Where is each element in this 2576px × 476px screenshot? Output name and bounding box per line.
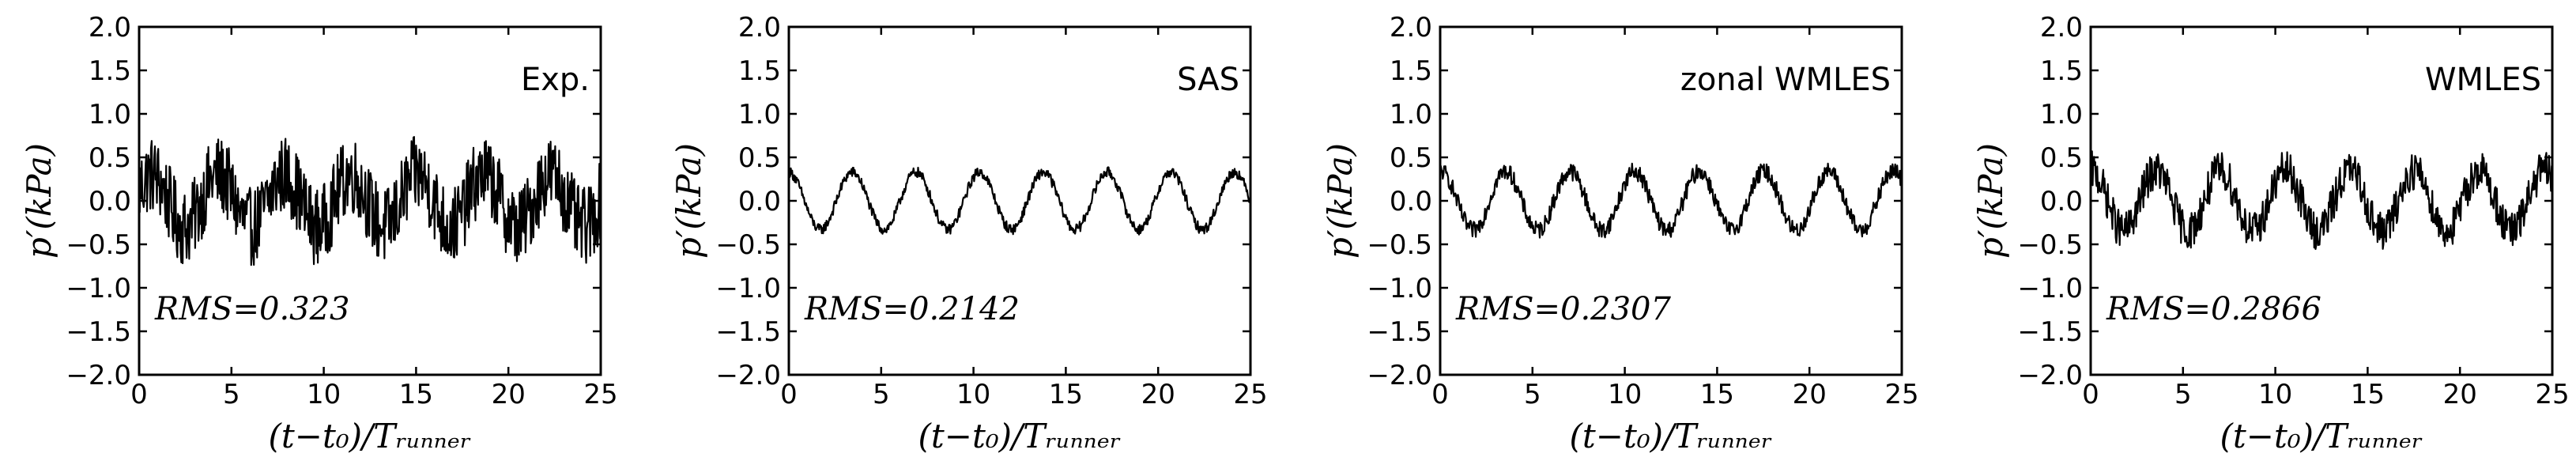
panel-label: zonal WMLES	[1680, 62, 1891, 98]
y-tick-label: −0.5	[715, 229, 781, 261]
x-tick-label: 5	[873, 379, 890, 410]
panel-2: 2.0 1.5 1.0 0.5 0.0 −0.5 −1.0 −1.5 −2.00 5 10 15 20 2…	[1321, 12, 1919, 455]
y-tick-label: 1.5	[738, 55, 781, 87]
y-tick-label: 0.5	[1390, 142, 1432, 174]
y-tick-label: 2.0	[1390, 12, 1432, 43]
y-tick-label: −1.5	[1367, 316, 1432, 348]
rms-label: RMS=0.2307	[1455, 291, 1672, 327]
y-tick-label: 1.0	[2040, 99, 2083, 130]
rms-label: RMS=0.2142	[804, 291, 1020, 327]
x-axis-label: (t−t₀)/Tᵣᵤₙₙₑᵣ	[1570, 417, 1773, 455]
panel-label: Exp.	[521, 62, 590, 98]
x-tick-label: 5	[2174, 379, 2192, 410]
x-tick-label: 5	[223, 379, 240, 410]
y-tick-label: 2.0	[738, 12, 781, 43]
x-tick-label: 25	[2535, 379, 2569, 410]
panel-label: SAS	[1177, 62, 1239, 98]
panel-3: 2.0 1.5 1.0 0.5 0.0 −0.5 −1.0 −1.5 −2.00 5 10 15 20 2…	[1971, 12, 2570, 455]
panel-1: 2.0 1.5 1.0 0.5 0.0 −0.5 −1.0 −1.5 −2.00 5 10 15 20 2…	[669, 12, 1268, 455]
x-tick-label: 5	[1524, 379, 1541, 410]
x-tick-label: 20	[1141, 379, 1175, 410]
y-tick-label: 1.0	[89, 99, 131, 130]
y-tick-label: −1.5	[66, 316, 131, 348]
y-tick-label: 1.0	[1390, 99, 1432, 130]
x-tick-label: 10	[956, 379, 990, 410]
x-tick-label: 15	[399, 379, 433, 410]
y-tick-label: 2.0	[89, 12, 131, 43]
y-tick-label: −1.5	[715, 316, 781, 348]
x-tick-label: 25	[583, 379, 617, 410]
x-tick-label: 25	[1884, 379, 1918, 410]
x-tick-label: 15	[2351, 379, 2385, 410]
y-tick-label: −1.5	[2017, 316, 2083, 348]
panel-label: WMLES	[2425, 62, 2541, 98]
y-tick-label: −2.0	[66, 360, 131, 391]
series-line-0	[138, 136, 602, 266]
x-axis-label: (t−t₀)/Tᵣᵤₙₙₑᵣ	[2220, 417, 2423, 455]
y-tick-label: −1.0	[1367, 273, 1432, 304]
x-tick-label: 20	[492, 379, 526, 410]
y-axis-label: p′(kPa)	[20, 143, 58, 259]
y-tick-label: −1.0	[66, 273, 131, 304]
x-tick-label: 0	[130, 379, 148, 410]
x-tick-label: 15	[1700, 379, 1734, 410]
y-tick-label: 0.0	[1390, 186, 1432, 217]
y-tick-label: −1.0	[2017, 273, 2083, 304]
y-tick-label: 0.5	[89, 142, 131, 174]
x-tick-label: 20	[1793, 379, 1827, 410]
y-tick-label: 1.0	[738, 99, 781, 130]
y-tick-label: 1.5	[1390, 55, 1432, 87]
panel-0: 2.0 1.5 1.0 0.5 0.0 −0.5 −1.0 −1.5 −2.00 5 10 15 20 2…	[20, 12, 618, 455]
y-tick-label: 1.5	[2040, 55, 2083, 87]
y-tick-label: −2.0	[2017, 360, 2083, 391]
y-tick-label: 0.0	[2040, 186, 2083, 217]
x-tick-label: 0	[1431, 379, 1449, 410]
x-tick-label: 0	[780, 379, 798, 410]
y-tick-label: −1.0	[715, 273, 781, 304]
series-line-3	[2089, 150, 2554, 251]
y-tick-label: 0.5	[2040, 142, 2083, 174]
y-axis-label: p′(kPa)	[669, 143, 708, 259]
y-axis-label: p′(kPa)	[1321, 143, 1360, 259]
x-tick-label: 15	[1049, 379, 1083, 410]
x-tick-label: 10	[2258, 379, 2292, 410]
rms-label: RMS=0.323	[154, 291, 350, 327]
series-line-1	[787, 166, 1252, 236]
y-tick-label: −0.5	[66, 229, 131, 261]
y-tick-label: −2.0	[1367, 360, 1432, 391]
x-axis-label: (t−t₀)/Tᵣᵤₙₙₑᵣ	[918, 417, 1122, 455]
y-tick-label: 2.0	[2040, 12, 2083, 43]
series-line-2	[1439, 162, 1903, 239]
x-tick-label: 20	[2443, 379, 2477, 410]
y-tick-label: 0.0	[89, 186, 131, 217]
y-tick-label: 0.0	[738, 186, 781, 217]
x-axis-label: (t−t₀)/Tᵣᵤₙₙₑᵣ	[269, 417, 472, 455]
x-tick-label: 25	[1233, 379, 1267, 410]
y-tick-label: −0.5	[1367, 229, 1432, 261]
rms-label: RMS=0.2866	[2106, 291, 2321, 327]
y-axis-label: p′(kPa)	[1971, 143, 2010, 259]
y-tick-label: −0.5	[2017, 229, 2083, 261]
x-tick-label: 10	[1608, 379, 1642, 410]
x-tick-label: 0	[2082, 379, 2099, 410]
y-tick-label: 0.5	[738, 142, 781, 174]
y-tick-label: 1.5	[89, 55, 131, 87]
y-tick-label: −2.0	[715, 360, 781, 391]
x-tick-label: 10	[307, 379, 341, 410]
